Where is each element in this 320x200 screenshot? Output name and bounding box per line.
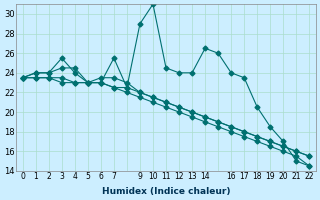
X-axis label: Humidex (Indice chaleur): Humidex (Indice chaleur) — [102, 187, 230, 196]
